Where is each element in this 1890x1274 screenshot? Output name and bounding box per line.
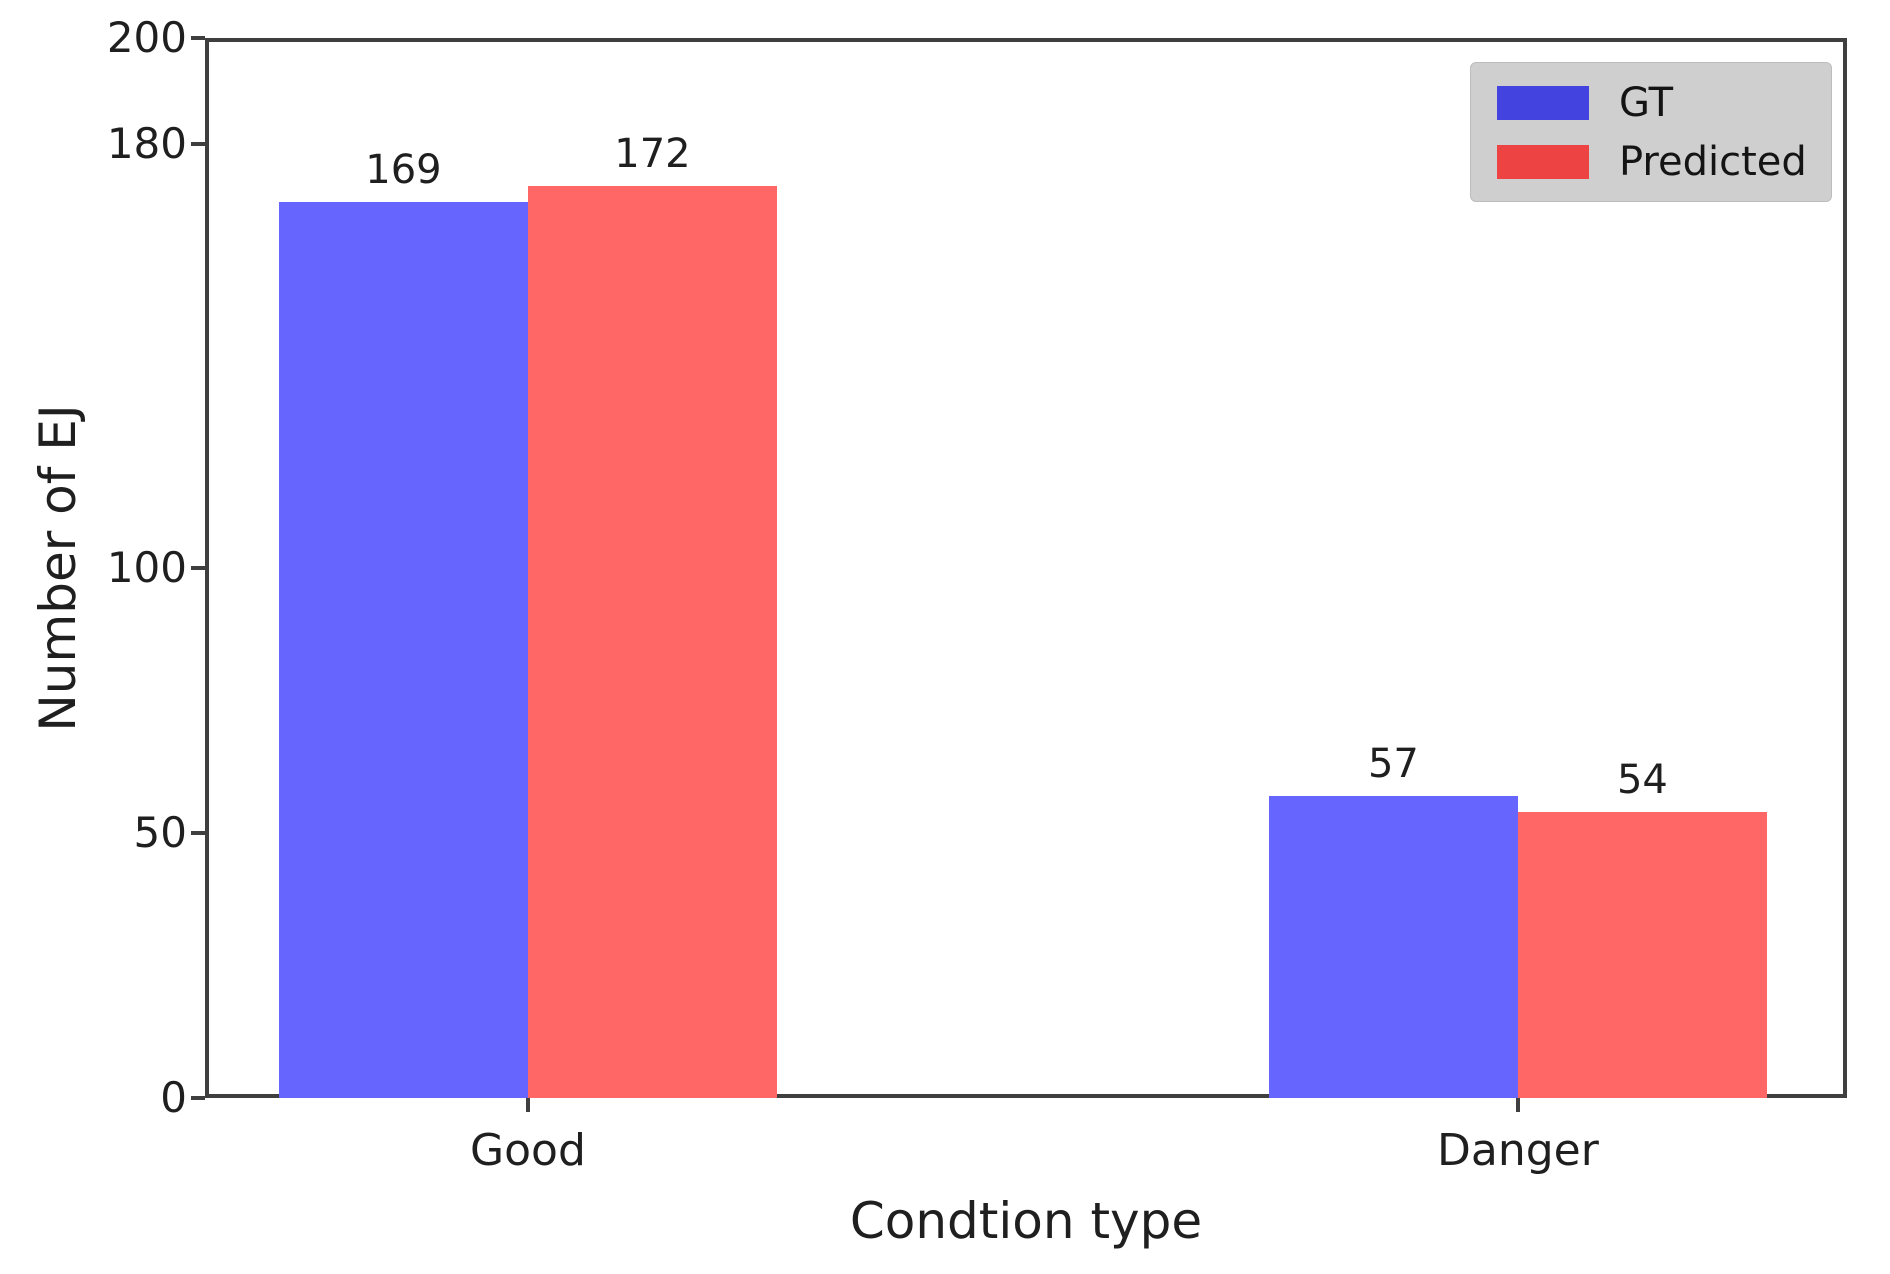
y-tick-label: 100 xyxy=(106,543,187,592)
bar-good-gt xyxy=(278,202,528,1098)
x-axis-title: Condtion type xyxy=(849,1192,1203,1250)
legend-entry-gt: GT xyxy=(1497,80,1805,126)
x-tick-label-danger: Danger xyxy=(1437,1125,1599,1176)
bar-danger-predicted xyxy=(1517,811,1767,1098)
legend-label: Predicted xyxy=(1619,138,1807,185)
bar-value-label: 169 xyxy=(365,147,442,194)
y-tick-label: 50 xyxy=(133,808,187,857)
y-tick-label: 0 xyxy=(160,1073,187,1122)
x-tick-mark xyxy=(525,1098,530,1112)
y-tick-label: 200 xyxy=(106,13,187,62)
x-tick-label-good: Good xyxy=(470,1125,586,1176)
plot-area xyxy=(205,38,1847,1098)
legend-label: GT xyxy=(1619,79,1674,126)
bar-value-label: 172 xyxy=(614,131,691,178)
legend-swatch-predicted xyxy=(1497,144,1589,179)
bar-value-label: 54 xyxy=(1616,756,1668,803)
y-tick-mark xyxy=(191,142,205,146)
legend: GT Predicted xyxy=(1470,62,1832,202)
y-tick-mark xyxy=(191,1096,205,1100)
y-tick-mark xyxy=(191,566,205,570)
y-tick-mark xyxy=(191,831,205,835)
y-tick-mark xyxy=(191,36,205,40)
bar-danger-gt xyxy=(1268,795,1518,1098)
bar-good-predicted xyxy=(527,186,777,1098)
legend-swatch-gt xyxy=(1497,85,1589,120)
legend-entry-predicted: Predicted xyxy=(1497,138,1807,185)
y-tick-label: 180 xyxy=(106,119,187,168)
x-tick-mark xyxy=(1515,1098,1520,1112)
bar-value-label: 57 xyxy=(1367,740,1419,787)
